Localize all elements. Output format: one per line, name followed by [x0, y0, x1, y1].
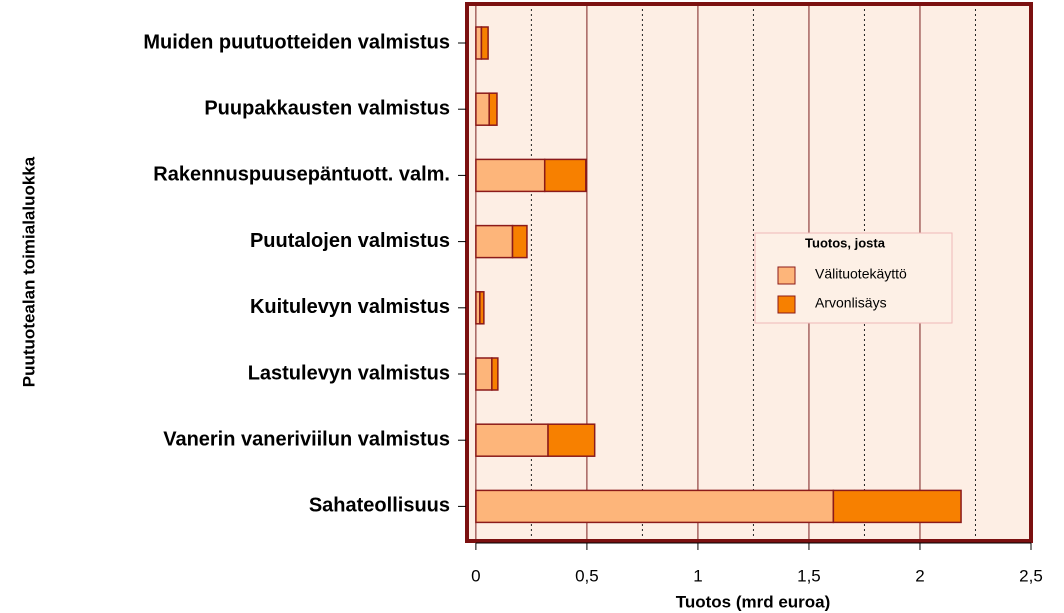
x-tick-label: 2 — [915, 566, 924, 585]
bar-segment — [488, 92, 498, 126]
y-tick-label: Puupakkausten valmistus — [204, 97, 450, 119]
y-tick-label: Puutalojen valmistus — [250, 230, 450, 252]
bar-segment — [491, 357, 499, 391]
y-tick-label: Muiden puutuotteiden valmistus — [143, 31, 450, 53]
bar-segment — [480, 26, 489, 60]
bar-segment — [511, 224, 528, 259]
bar-segment — [475, 158, 546, 193]
bar-segment — [547, 423, 596, 457]
bar-segment — [832, 489, 962, 524]
bar-segment — [475, 92, 490, 126]
x-tick-label: 0,5 — [575, 566, 599, 585]
bar-segment — [475, 423, 549, 457]
x-tick-label: 1 — [693, 566, 702, 585]
x-tick-label: 2,5 — [1019, 566, 1043, 585]
x-tick-label: 0 — [471, 566, 480, 585]
legend-swatch — [777, 266, 796, 285]
x-tick-label: 1,5 — [797, 566, 821, 585]
bar-segment — [479, 291, 485, 325]
legend: Välituotekäyttö Arvonlisäys — [777, 266, 907, 314]
legend-title: Tuotos, josta — [805, 235, 886, 250]
bar-segment — [475, 224, 514, 259]
y-tick-label: Rakennuspuusepäntuott. valm. — [153, 164, 450, 186]
bar-segment — [475, 489, 835, 524]
y-tick-label: Kuitulevyn valmistus — [250, 296, 450, 318]
legend-label: Välituotekäyttö — [815, 266, 907, 282]
y-tick-label: Vanerin vaneriviilun valmistus — [163, 428, 450, 450]
bar-segment — [543, 158, 587, 193]
y-axis-label: Puutuotealan toimialaluokka — [19, 156, 38, 387]
x-axis-label: Tuotos (mrd euroa) — [676, 592, 831, 611]
axes: 0 0,5 1 1,5 2 2,5 Muiden puutuotteiden valmist… — [143, 31, 1042, 585]
y-tick-label: Lastulevyn valmistus — [248, 362, 450, 384]
legend-swatch — [777, 295, 796, 314]
bar-segment — [475, 357, 493, 391]
legend-label: Arvonlisäys — [815, 295, 887, 311]
bar-segment — [475, 26, 483, 60]
y-tick-label: Sahateollisuus — [309, 495, 450, 517]
plot-frame — [465, 2, 1033, 543]
bars — [475, 26, 962, 524]
